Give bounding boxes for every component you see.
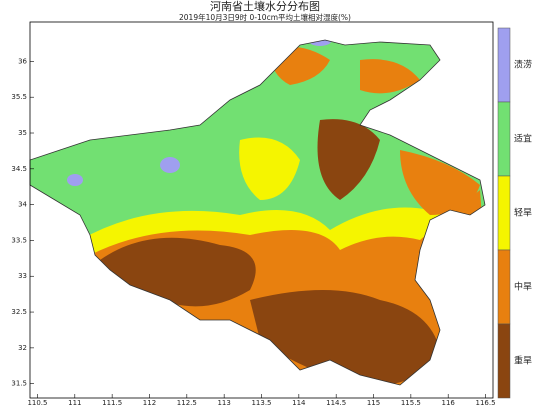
x-tick-label: 110.5 [27, 399, 47, 405]
x-tick-label: 115 [367, 399, 380, 405]
y-tick-label: 33 [18, 272, 27, 280]
map-subtitle: 2019年10月3日9时 0-10cm平均土壤相对湿度(%) [179, 12, 351, 22]
legend-swatch [497, 249, 511, 325]
legend-label: 重旱 [514, 355, 532, 367]
legend-swatch [497, 101, 511, 177]
y-tick-label: 36 [18, 57, 27, 65]
x-tick-label: 114 [292, 399, 306, 405]
map-fill [30, 40, 485, 385]
legend-swatch [497, 175, 511, 251]
y-tick-label: 35 [18, 129, 27, 137]
province-border [29, 39, 486, 386]
legend-label: 轻旱 [514, 207, 532, 219]
x-tick-label: 111.5 [102, 399, 122, 405]
x-tick-label: 111 [68, 399, 81, 405]
x-tick-label: 115.5 [401, 399, 421, 405]
y-tick-label: 33.5 [11, 236, 27, 244]
map-title: 河南省土壤水分分布图 [210, 0, 320, 13]
x-tick-label: 113.5 [251, 399, 271, 405]
y-tick-label: 32.5 [11, 308, 27, 316]
legend-label: 渍涝 [514, 59, 532, 71]
y-tick-label: 34 [18, 201, 27, 209]
y-tick-label: 32 [18, 344, 27, 352]
x-tick-label: 113 [217, 399, 230, 405]
legend-swatch [497, 323, 511, 399]
y-tick-label: 35.5 [11, 93, 27, 101]
x-tick-label: 116.5 [476, 399, 496, 405]
x-tick-label: 116 [442, 399, 456, 405]
x-tick-label: 112.5 [177, 399, 197, 405]
x-tick-label: 112 [143, 399, 156, 405]
legend-label: 适宜 [514, 133, 532, 145]
legend-label: 中旱 [514, 281, 532, 293]
legend-swatch [497, 27, 511, 103]
x-tick-label: 114.5 [326, 399, 346, 405]
y-tick-label: 34.5 [11, 165, 27, 173]
y-tick-label: 31.5 [11, 380, 27, 388]
